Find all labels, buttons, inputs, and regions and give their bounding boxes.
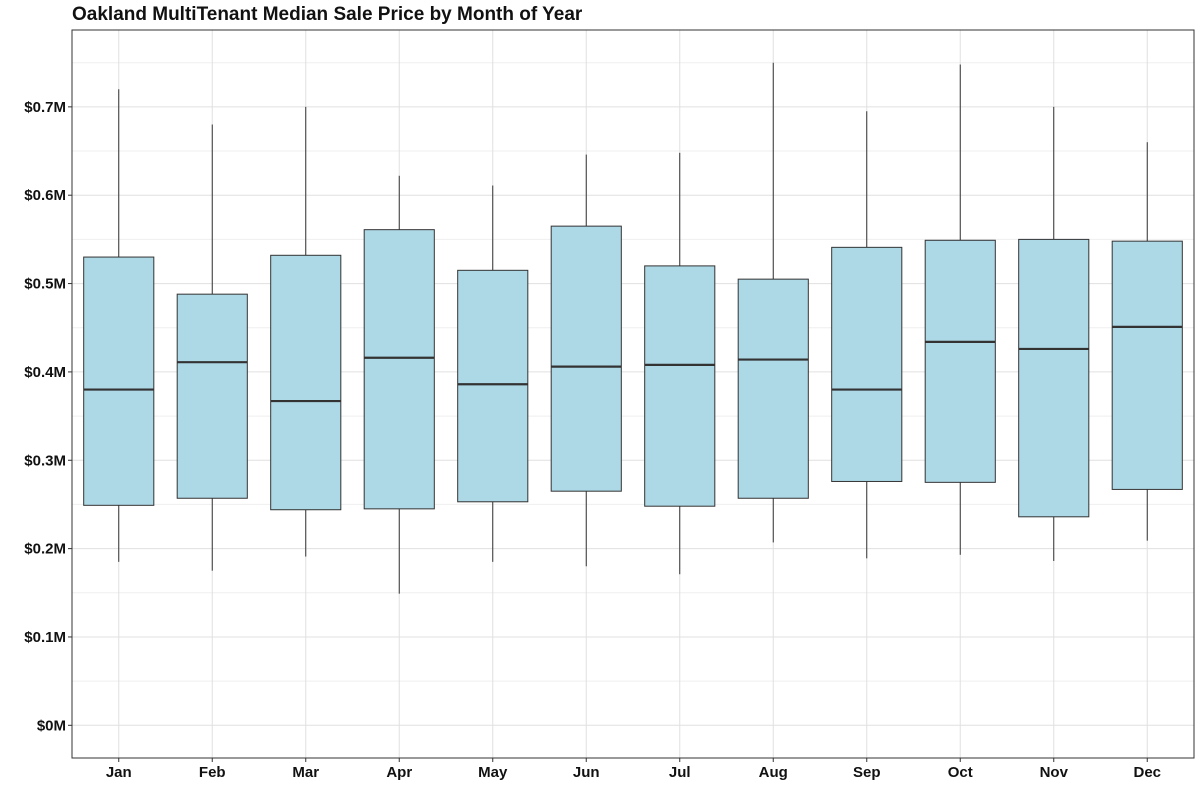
box-oct bbox=[924, 64, 996, 555]
x-tick-label: Apr bbox=[386, 764, 412, 781]
interquartile-box bbox=[924, 239, 996, 483]
box-series bbox=[83, 62, 1183, 594]
y-tick-label: $0M bbox=[37, 717, 66, 734]
y-tick-label: $0.4M bbox=[24, 364, 66, 381]
interquartile-box bbox=[363, 229, 435, 510]
plot-border bbox=[71, 29, 1195, 759]
box-aug bbox=[737, 62, 809, 543]
interquartile-box bbox=[1018, 238, 1090, 518]
x-axis: Jan Feb Mar Apr May Jun Jul Aug Sep Oct Nov Dec bbox=[106, 758, 1161, 781]
interquartile-box bbox=[1111, 240, 1183, 490]
y-tick-label: $0.7M bbox=[24, 99, 66, 116]
x-tick-label: Jun bbox=[573, 764, 600, 781]
box-mar bbox=[270, 106, 342, 557]
x-tick-label: Oct bbox=[948, 764, 973, 781]
box-apr bbox=[363, 175, 435, 594]
x-tick-label: Mar bbox=[292, 764, 319, 781]
box-feb bbox=[176, 124, 248, 571]
x-tick-label: Sep bbox=[853, 764, 881, 781]
y-tick-label: $0.1M bbox=[24, 629, 66, 646]
x-tick-label: Jan bbox=[106, 764, 132, 781]
box-dec bbox=[1111, 142, 1183, 541]
box-sep bbox=[831, 111, 903, 559]
y-axis: $0M $0.1M $0.2M $0.3M $0.4M $0.5M $0.6M $0.7M bbox=[24, 99, 72, 734]
interquartile-box bbox=[550, 225, 622, 492]
y-tick-label: $0.3M bbox=[24, 452, 66, 469]
interquartile-box bbox=[831, 246, 903, 482]
x-tick-label: Jul bbox=[669, 764, 691, 781]
box-jun bbox=[550, 154, 622, 567]
x-tick-label: Dec bbox=[1133, 764, 1161, 781]
x-tick-label: Nov bbox=[1040, 764, 1069, 781]
interquartile-box bbox=[737, 278, 809, 499]
interquartile-box bbox=[176, 293, 248, 499]
x-tick-label: May bbox=[478, 764, 508, 781]
y-tick-label: $0.5M bbox=[24, 276, 66, 293]
y-tick-label: $0.2M bbox=[24, 541, 66, 558]
interquartile-box bbox=[644, 265, 716, 507]
interquartile-box bbox=[457, 269, 529, 503]
box-may bbox=[457, 185, 529, 562]
y-tick-label: $0.6M bbox=[24, 187, 66, 204]
box-jan bbox=[83, 89, 155, 562]
interquartile-box bbox=[83, 256, 155, 506]
box-jul bbox=[644, 152, 716, 575]
interquartile-box bbox=[270, 254, 342, 511]
chart-title: Oakland MultiTenant Median Sale Price by… bbox=[72, 4, 583, 25]
x-tick-label: Feb bbox=[199, 764, 226, 781]
x-tick-label: Aug bbox=[759, 764, 788, 781]
box-nov bbox=[1018, 106, 1090, 561]
